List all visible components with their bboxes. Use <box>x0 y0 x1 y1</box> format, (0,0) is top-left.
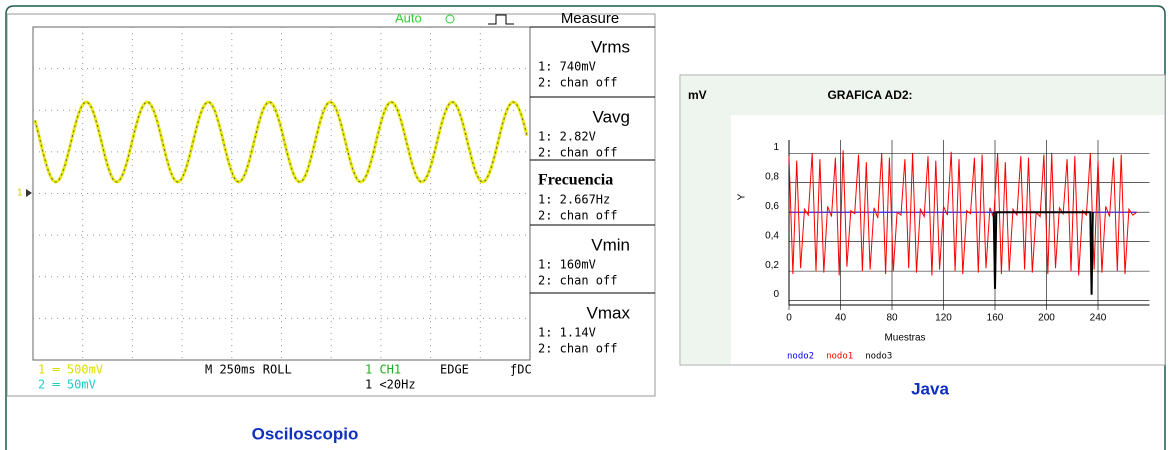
measure-name: Vrms <box>591 37 630 56</box>
measure-name: Vavg <box>593 107 631 126</box>
measure-value: 2: chan off <box>538 146 617 160</box>
ch2-scale: 2 ═ 50mV <box>38 378 96 392</box>
java-side <box>681 115 731 364</box>
screenshot: Auto Measure 1 Vrms 1: 740mV 2: chan off Va… <box>0 0 1169 450</box>
measure-value: 1: 2.667Hz <box>538 193 610 207</box>
measure-value: 2: chan off <box>538 76 617 90</box>
x-tick-label: 120 <box>935 313 952 324</box>
freq: 1 <20Hz <box>365 378 416 392</box>
source: 1 CH1 <box>365 363 401 377</box>
legend-entry: nodo3 <box>865 352 892 362</box>
y-tick-label: 0,2 <box>765 260 779 271</box>
java-header <box>681 76 1164 115</box>
mode: Auto <box>395 10 422 25</box>
trigger-marker: 1 <box>17 188 23 199</box>
legend-entry: nodo2 <box>787 352 814 362</box>
measure-value: 2: chan off <box>538 209 617 223</box>
x-tick-label: 240 <box>1090 313 1107 324</box>
measure-value: 1: 160mV <box>538 258 596 272</box>
ch1-scale: 1 ═ 500mV <box>38 363 103 377</box>
measure-value: 1: 2.82V <box>538 130 596 144</box>
measure-value: 2: chan off <box>538 342 617 356</box>
java-caption: Java <box>911 379 949 398</box>
x-tick-label: 0 <box>786 313 792 324</box>
y-label: Y <box>737 193 748 200</box>
measure-value: 1: 1.14V <box>538 326 596 340</box>
scope-screen <box>33 27 530 360</box>
y-unit: mV <box>688 88 707 102</box>
measure-value: 1: 740mV <box>538 60 596 74</box>
scope-caption: Osciloscopio <box>252 424 359 443</box>
menu-title: Measure <box>561 10 619 27</box>
trigger-type: EDGE <box>440 363 469 377</box>
page: Auto Measure 1 Vrms 1: 740mV 2: chan off Va… <box>0 0 1169 450</box>
y-tick-label: 0,6 <box>765 201 779 212</box>
x-tick-label: 200 <box>1038 313 1055 324</box>
timebase: M 250ms ROLL <box>205 363 292 377</box>
measure-value: 2: chan off <box>538 274 617 288</box>
y-tick-label: 0 <box>773 289 779 300</box>
legend-entry: nodo1 <box>826 352 853 362</box>
measure-name: Frecuencia <box>538 172 613 189</box>
chart-title: GRAFICA AD2: <box>827 88 912 102</box>
y-tick-label: 0,4 <box>765 230 779 241</box>
x-tick-label: 40 <box>835 313 847 324</box>
measure-name: Vmax <box>587 303 631 322</box>
y-tick-label: 0,8 <box>765 171 779 182</box>
measure-name: Vmin <box>591 235 630 254</box>
y-tick-label: 1 <box>773 142 779 153</box>
x-label: Muestras <box>884 333 925 344</box>
x-tick-label: 80 <box>886 313 898 324</box>
coupling: ƒDC <box>510 363 532 377</box>
x-tick-label: 160 <box>987 313 1004 324</box>
